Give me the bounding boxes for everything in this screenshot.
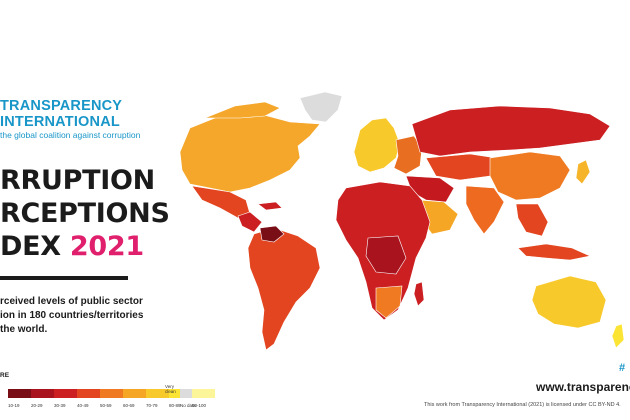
org-name-line2: INTERNATIONAL [0, 114, 120, 130]
very-clean-label-1: Very [165, 384, 175, 389]
description-line1: rceived levels of public sector [0, 296, 143, 307]
legend-ticks: 10-19 20-29 30-39 40-49 50-59 60-69 70-79 80-89… [8, 403, 215, 408]
region-eastern-europe [393, 135, 423, 175]
legend-tick-7: 80-89 [169, 403, 181, 408]
legend-swatch-1 [31, 389, 54, 398]
region-mexico [191, 185, 251, 219]
region-caribbean [257, 201, 283, 211]
description: rceived levels of public sector ion in 1… [0, 295, 143, 337]
title-line2: RCEPTIONS [0, 198, 170, 229]
region-north-america [179, 113, 321, 193]
region-greenland [299, 91, 343, 123]
org-tagline: the global coalition against corruption [0, 130, 141, 140]
title-line3: DEX 2021 [0, 230, 170, 263]
legend-swatch-0 [8, 389, 31, 398]
title-divider [0, 276, 128, 280]
legend-very-clean: Very clean [165, 384, 176, 394]
legend-tick-6: 70-79 [146, 403, 158, 408]
legend-swatch-2 [54, 389, 77, 398]
region-india [465, 185, 505, 235]
region-central-africa [365, 235, 407, 275]
region-madagascar [413, 281, 425, 307]
legend-tick-4: 50-59 [100, 403, 112, 408]
region-central-america [237, 211, 263, 233]
no-data-swatch [180, 389, 192, 398]
legend-swatch-6 [146, 389, 169, 398]
legend-score-label: RE [0, 372, 10, 379]
title-line1: RRUPTION [0, 165, 155, 196]
legend-tick-1: 20-29 [31, 403, 43, 408]
hashtag: # [619, 362, 626, 374]
no-data-label: No data [180, 403, 196, 408]
region-china [489, 151, 571, 201]
region-southern-africa [375, 285, 403, 319]
region-southeast-asia [515, 203, 549, 237]
region-new-zealand [611, 323, 625, 349]
org-name-line1: TRANSPARENCY [0, 98, 123, 114]
region-central-asia [425, 153, 497, 181]
legend-tick-8: 90-100 [192, 403, 207, 408]
region-south-america [247, 227, 321, 351]
website-link[interactable]: www.transparency. [536, 380, 630, 394]
title-line3-prefix: DEX [0, 231, 70, 262]
legend-tick-2: 30-39 [54, 403, 66, 408]
region-western-europe [353, 117, 401, 173]
legend-swatch-5 [123, 389, 146, 398]
region-indonesia [517, 243, 591, 261]
license-notice: This work from Transparency Internationa… [424, 402, 621, 408]
very-clean-label-2: clean [165, 389, 176, 394]
description-line3: the world. [0, 324, 48, 335]
region-north-america-north [204, 101, 281, 119]
region-russia [411, 105, 611, 157]
legend-tick-5: 60-69 [123, 403, 135, 408]
region-venezuela [259, 225, 285, 243]
legend-tick-0: 10-19 [8, 403, 20, 408]
legend-swatch-4 [100, 389, 123, 398]
legend-swatch-8 [192, 389, 215, 398]
legend-swatch-3 [77, 389, 100, 398]
title-year: 2021 [69, 231, 144, 262]
region-australia [531, 275, 607, 329]
world-map [179, 91, 625, 351]
organization-logo: TRANSPARENCY INTERNATIONAL the global co… [0, 98, 140, 141]
region-japan [575, 159, 591, 185]
legend-tick-3: 40-49 [77, 403, 89, 408]
page-title: RRUPTION RCEPTIONS DEX 2021 [0, 164, 170, 263]
description-line2: ion in 180 countries/territories [0, 310, 144, 321]
